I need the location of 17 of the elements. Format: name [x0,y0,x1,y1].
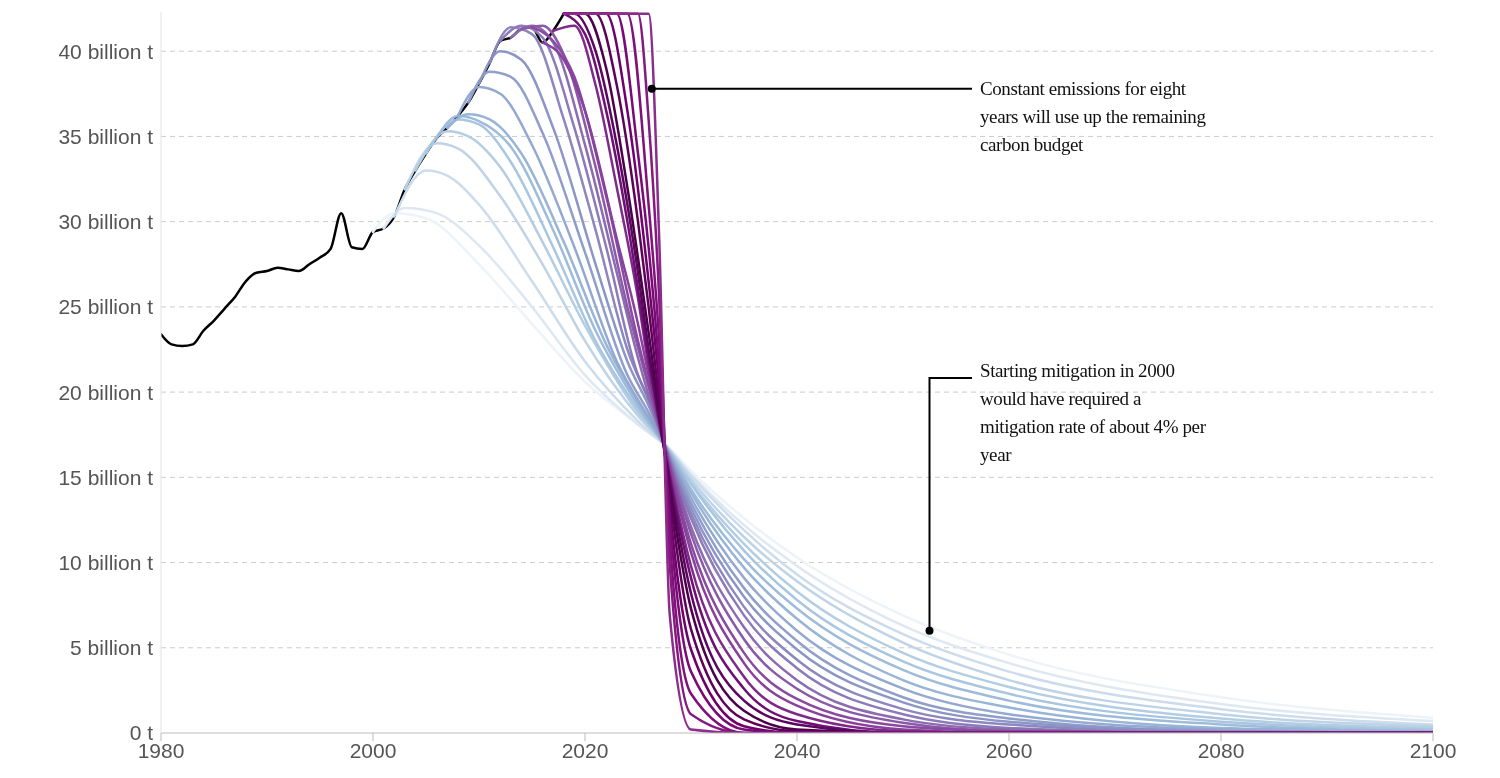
x-tick-label: 2020 [561,738,609,762]
y-tick-label: 15 billion t [58,465,154,489]
y-tick-label: 5 billion t [70,636,154,660]
x-tick-label: 2100 [1409,738,1457,762]
x-tick-label: 2000 [349,738,397,762]
y-tick-label: 35 billion t [58,124,154,148]
annotation: Starting mitigation in 2000 would have required a mitigation rate of about 4% per year [980,359,1207,467]
x-tick-label: 2040 [773,738,821,762]
y-tick-label: 10 billion t [58,551,154,575]
y-tick-label: 40 billion t [58,39,154,63]
x-tick-label: 2080 [1197,738,1245,762]
x-tick-label: 2060 [985,738,1033,762]
y-tick-label: 20 billion t [58,380,154,404]
annotation: Constant emissions for eight years will use up the remaining carbon budget [980,77,1207,157]
y-tick-label: 30 billion t [58,210,154,234]
y-tick-label: 25 billion t [58,295,154,319]
y-tick-label: 0 t [129,721,154,745]
